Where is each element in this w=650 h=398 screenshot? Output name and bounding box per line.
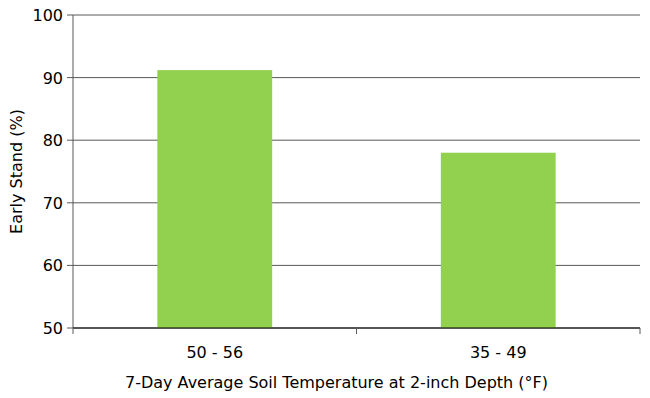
y-tick-label: 50 [43,319,63,338]
y-tick [67,140,73,141]
y-tick-label: 60 [43,256,63,275]
chart: 50 60 70 80 90 100 50 - 56 35 - 49 7-Day Average… [0,0,650,398]
y-tick-label: 90 [43,69,63,88]
x-tick [640,328,641,334]
y-tick [67,15,73,16]
x-tick [73,328,74,334]
y-tick [67,202,73,203]
bars [157,70,555,328]
bar [441,153,556,328]
y-tick-label: 80 [43,131,63,150]
x-tick-label: 50 - 56 [186,343,243,362]
y-tick [67,77,73,78]
x-tick-label: 35 - 49 [470,343,527,362]
grid-line [73,15,640,16]
y-tick-label: 100 [32,6,63,25]
y-tick [67,328,73,329]
y-axis: 50 60 70 80 90 100 [32,6,640,338]
y-axis-line [73,15,74,328]
y-tick-label: 70 [43,194,63,213]
y-tick [67,265,73,266]
x-axis-title: 7-Day Average Soil Temperature at 2-inch… [125,373,548,392]
y-axis-title: Early Stand (%) [7,109,26,234]
x-tick [356,328,357,334]
bar [157,70,272,328]
